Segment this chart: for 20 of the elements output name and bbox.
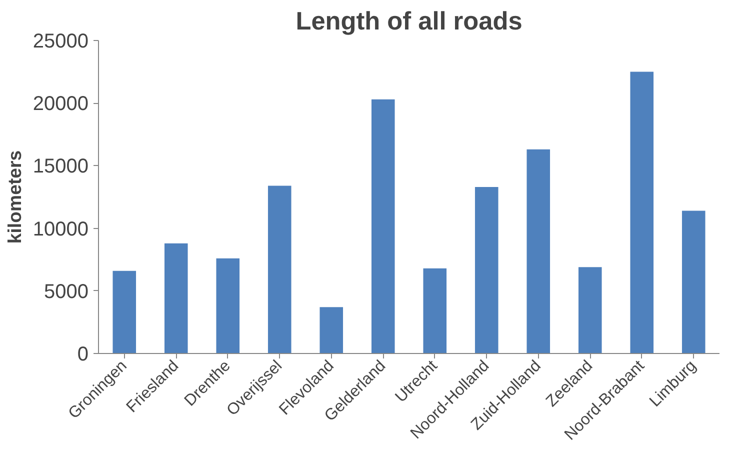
y-axis-title: kilometers: [4, 150, 25, 244]
y-tick-label: 5000: [44, 280, 89, 303]
bar: [164, 243, 188, 354]
bar: [578, 267, 602, 354]
bar: [682, 210, 706, 354]
bar: [474, 186, 498, 354]
y-tick-label: 25000: [32, 30, 89, 52]
bar: [216, 258, 240, 354]
bar: [526, 149, 550, 354]
bar: [371, 99, 395, 354]
bar: [268, 186, 292, 354]
bar: [423, 268, 447, 354]
y-tick-label: 10000: [32, 218, 89, 240]
y-tick-label: 20000: [32, 93, 89, 116]
y-tick-label: 0: [77, 344, 88, 366]
bar: [320, 307, 344, 354]
y-tick-label: 15000: [32, 156, 89, 178]
bar: [630, 72, 654, 354]
chart-title: Length of all roads: [296, 8, 522, 36]
bar: [112, 270, 136, 354]
